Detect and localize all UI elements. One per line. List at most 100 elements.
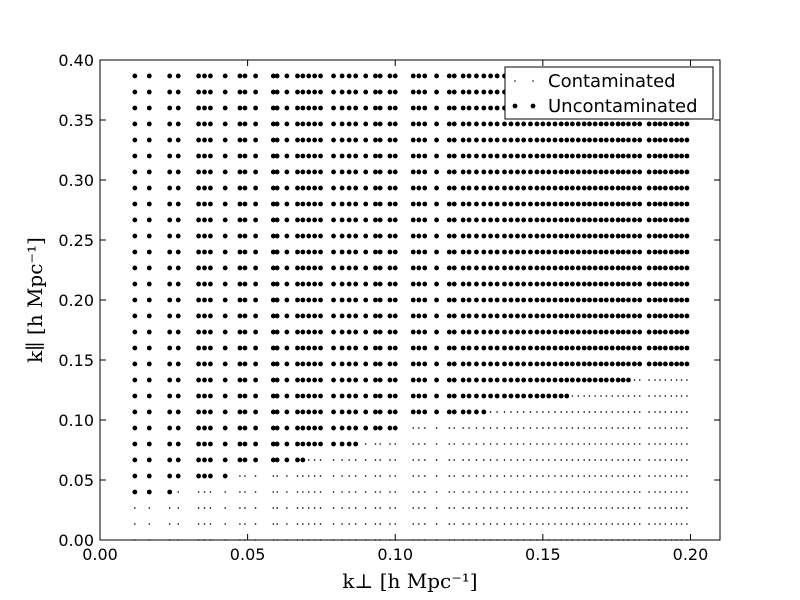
contaminated-point [633, 523, 636, 525]
uncontaminated-point [377, 201, 383, 207]
contaminated-point [664, 411, 667, 413]
contaminated-point [577, 411, 580, 413]
uncontaminated-point [558, 297, 564, 303]
uncontaminated-point [657, 153, 663, 159]
uncontaminated-point [132, 297, 138, 303]
contaminated-point [348, 491, 350, 493]
uncontaminated-point [474, 361, 479, 367]
uncontaminated-point [416, 73, 422, 79]
uncontaminated-point [558, 345, 564, 351]
uncontaminated-point [679, 233, 685, 239]
uncontaminated-point [132, 233, 138, 239]
uncontaminated-point [331, 265, 336, 271]
uncontaminated-point [515, 313, 520, 319]
uncontaminated-point [331, 393, 336, 399]
uncontaminated-point [270, 393, 276, 399]
uncontaminated-point [564, 281, 570, 287]
uncontaminated-point [318, 105, 323, 111]
contaminated-point [364, 491, 367, 493]
uncontaminated-point [575, 217, 581, 223]
uncontaminated-point [274, 377, 280, 383]
uncontaminated-point [662, 153, 668, 159]
uncontaminated-point [318, 137, 323, 143]
uncontaminated-point [222, 441, 228, 447]
uncontaminated-point [626, 185, 631, 191]
uncontaminated-point [196, 233, 202, 239]
uncontaminated-point [196, 121, 202, 127]
contaminated-point [542, 507, 544, 509]
contaminated-point [670, 411, 673, 413]
uncontaminated-point [474, 345, 479, 351]
contaminated-point [510, 427, 512, 429]
uncontaminated-point [581, 361, 587, 367]
uncontaminated-point [202, 345, 207, 351]
uncontaminated-point [446, 201, 452, 207]
uncontaminated-point [466, 249, 472, 255]
uncontaminated-point [284, 281, 290, 287]
uncontaminated-point [196, 153, 202, 159]
uncontaminated-point [237, 121, 243, 127]
contaminated-point [547, 427, 550, 429]
contaminated-point [379, 507, 381, 509]
uncontaminated-point [284, 329, 290, 335]
uncontaminated-point [387, 329, 393, 335]
uncontaminated-point [363, 345, 369, 351]
uncontaminated-point [652, 137, 658, 143]
uncontaminated-point [609, 249, 615, 255]
uncontaminated-point [558, 329, 564, 335]
uncontaminated-point [434, 361, 439, 367]
uncontaminated-point [346, 297, 352, 303]
contaminated-point [453, 475, 456, 477]
uncontaminated-point [451, 137, 457, 143]
contaminated-point [554, 523, 556, 525]
uncontaminated-point [312, 329, 318, 335]
uncontaminated-point [684, 265, 690, 271]
contaminated-point [254, 523, 257, 525]
uncontaminated-point [451, 249, 457, 255]
uncontaminated-point [353, 425, 359, 431]
contaminated-point [496, 443, 498, 445]
contaminated-point [588, 427, 591, 429]
uncontaminated-point [569, 329, 575, 335]
uncontaminated-point [626, 377, 631, 383]
contaminated-point [489, 443, 492, 445]
contaminated-point [670, 427, 673, 429]
uncontaminated-point [488, 345, 493, 351]
uncontaminated-point [339, 89, 345, 95]
uncontaminated-point [587, 297, 592, 303]
uncontaminated-point [481, 393, 487, 399]
uncontaminated-point [631, 281, 637, 287]
uncontaminated-point [331, 297, 336, 303]
uncontaminated-point [274, 313, 280, 319]
uncontaminated-point [587, 169, 592, 175]
uncontaminated-point [353, 89, 359, 95]
uncontaminated-point [494, 265, 500, 271]
uncontaminated-point [481, 249, 487, 255]
contaminated-point [423, 491, 426, 493]
uncontaminated-point [373, 137, 378, 143]
uncontaminated-point [175, 233, 181, 239]
uncontaminated-point [657, 121, 663, 127]
contaminated-point [510, 443, 512, 445]
y-tick-label: 0.15 [58, 351, 94, 370]
contaminated-point [686, 379, 688, 381]
uncontaminated-point [679, 313, 685, 319]
uncontaminated-point [488, 249, 493, 255]
contaminated-point [418, 523, 420, 525]
uncontaminated-point [488, 329, 493, 335]
contaminated-point [622, 411, 624, 413]
uncontaminated-point [196, 345, 202, 351]
uncontaminated-point [626, 201, 631, 207]
uncontaminated-point [508, 281, 514, 287]
uncontaminated-point [657, 137, 663, 143]
uncontaminated-point [167, 441, 173, 447]
uncontaminated-point [546, 329, 552, 335]
uncontaminated-point [318, 73, 323, 79]
uncontaminated-point [451, 345, 457, 351]
contaminated-point [489, 427, 492, 429]
uncontaminated-point [132, 169, 138, 175]
contaminated-point [547, 459, 550, 461]
uncontaminated-point [631, 297, 637, 303]
uncontaminated-point [434, 281, 439, 287]
uncontaminated-point [312, 441, 318, 447]
